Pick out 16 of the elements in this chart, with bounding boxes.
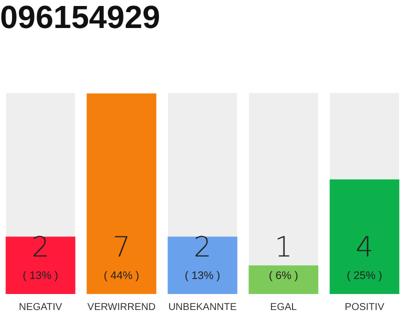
annotation: ( 6% )	[268, 270, 298, 282]
x-tick-label: POSITIV	[344, 302, 385, 313]
chart-title: 096154929	[0, 0, 160, 36]
annotation: ( 13% )	[22, 270, 58, 282]
annotation: ( 25% )	[346, 270, 382, 282]
data-label: 4	[356, 230, 374, 264]
data-label: 1	[274, 230, 292, 264]
x-tick-label: EGAL	[270, 302, 298, 313]
annotation: ( 13% )	[184, 270, 220, 282]
data-label: 2	[194, 230, 212, 264]
x-tick-label: NEGATIV	[18, 302, 62, 313]
data-label: 7	[112, 230, 130, 264]
annotation: ( 44% )	[104, 270, 140, 282]
x-tick-label: VERWIRREND	[87, 302, 156, 313]
x-tick-label: UNBEKANNTE	[168, 302, 237, 313]
data-label: 2	[32, 230, 50, 264]
